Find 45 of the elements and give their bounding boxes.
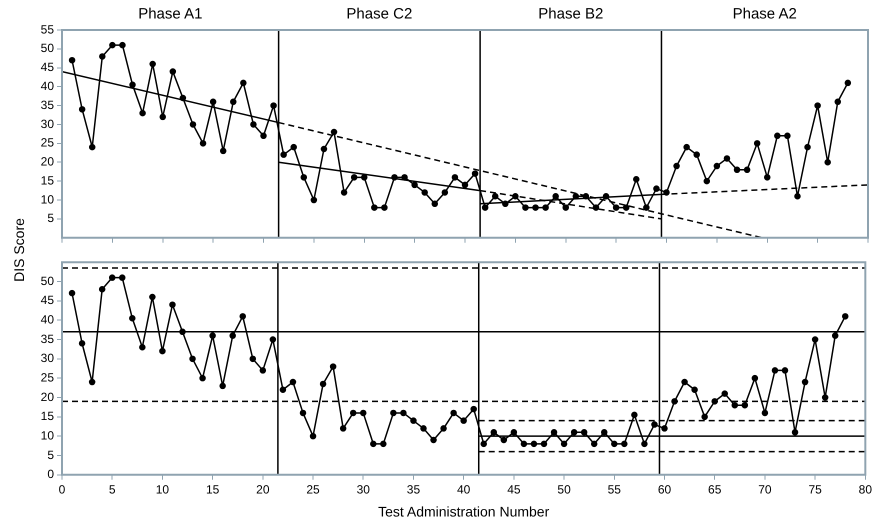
y-tick-label: 50 — [40, 274, 54, 288]
y-tick-label: 45 — [40, 60, 54, 74]
x-axis-title: Test Administration Number — [378, 503, 550, 520]
y-tick-label: 0 — [47, 467, 54, 482]
text: Phase B2 — [538, 6, 604, 23]
y-tick-label: 25 — [40, 136, 54, 150]
x-tick-label: 75 — [808, 482, 822, 496]
y-tick-label: 40 — [40, 78, 54, 93]
x-tick-label: 20 — [256, 482, 270, 496]
text: Phase C2 — [346, 6, 412, 23]
y-axis-title: DIS Score — [11, 218, 27, 282]
x-tick-label: 35 — [406, 482, 420, 496]
y-tick-label: 15 — [40, 173, 54, 188]
x-tick-label: 55 — [608, 482, 622, 496]
y-tick-label: 30 — [40, 116, 54, 131]
y-tick-label: 35 — [40, 332, 54, 346]
y-tick-label: 30 — [40, 351, 54, 366]
x-tick-label: 65 — [708, 482, 722, 496]
x-tick-label: 50 — [557, 482, 572, 496]
text: Phase A1 — [138, 6, 202, 23]
y-tick-label: 50 — [40, 41, 54, 56]
y-tick-label: 20 — [40, 390, 54, 404]
x-tick-label: 15 — [206, 482, 220, 496]
text: Phase A2 — [732, 6, 797, 23]
x-tick-label: 40 — [456, 482, 471, 496]
y-tick-label: 25 — [40, 370, 54, 384]
x-tick-label: 60 — [658, 482, 672, 496]
x-tick-label: 25 — [306, 482, 320, 496]
x-tick-label: 10 — [156, 482, 170, 496]
y-tick-label: 5 — [47, 211, 54, 226]
x-tick-label: 30 — [356, 482, 370, 496]
y-tick-label: 20 — [40, 154, 54, 169]
x-tick-label: 0 — [58, 482, 66, 496]
x-tick-label: 45 — [507, 482, 521, 496]
x-tick-label: 80 — [858, 482, 872, 496]
x-tick-label: 70 — [758, 482, 772, 496]
y-tick-label: 40 — [40, 312, 54, 326]
x-tick-label: 5 — [108, 482, 116, 496]
y-tick-label: 15 — [40, 409, 54, 424]
y-tick-label: 10 — [40, 428, 54, 442]
y-tick-label: 5 — [47, 448, 54, 462]
y-tick-label: 55 — [40, 22, 54, 36]
y-tick-label: 10 — [40, 192, 54, 206]
y-tick-label: 45 — [40, 293, 54, 308]
y-tick-label: 35 — [40, 98, 54, 112]
